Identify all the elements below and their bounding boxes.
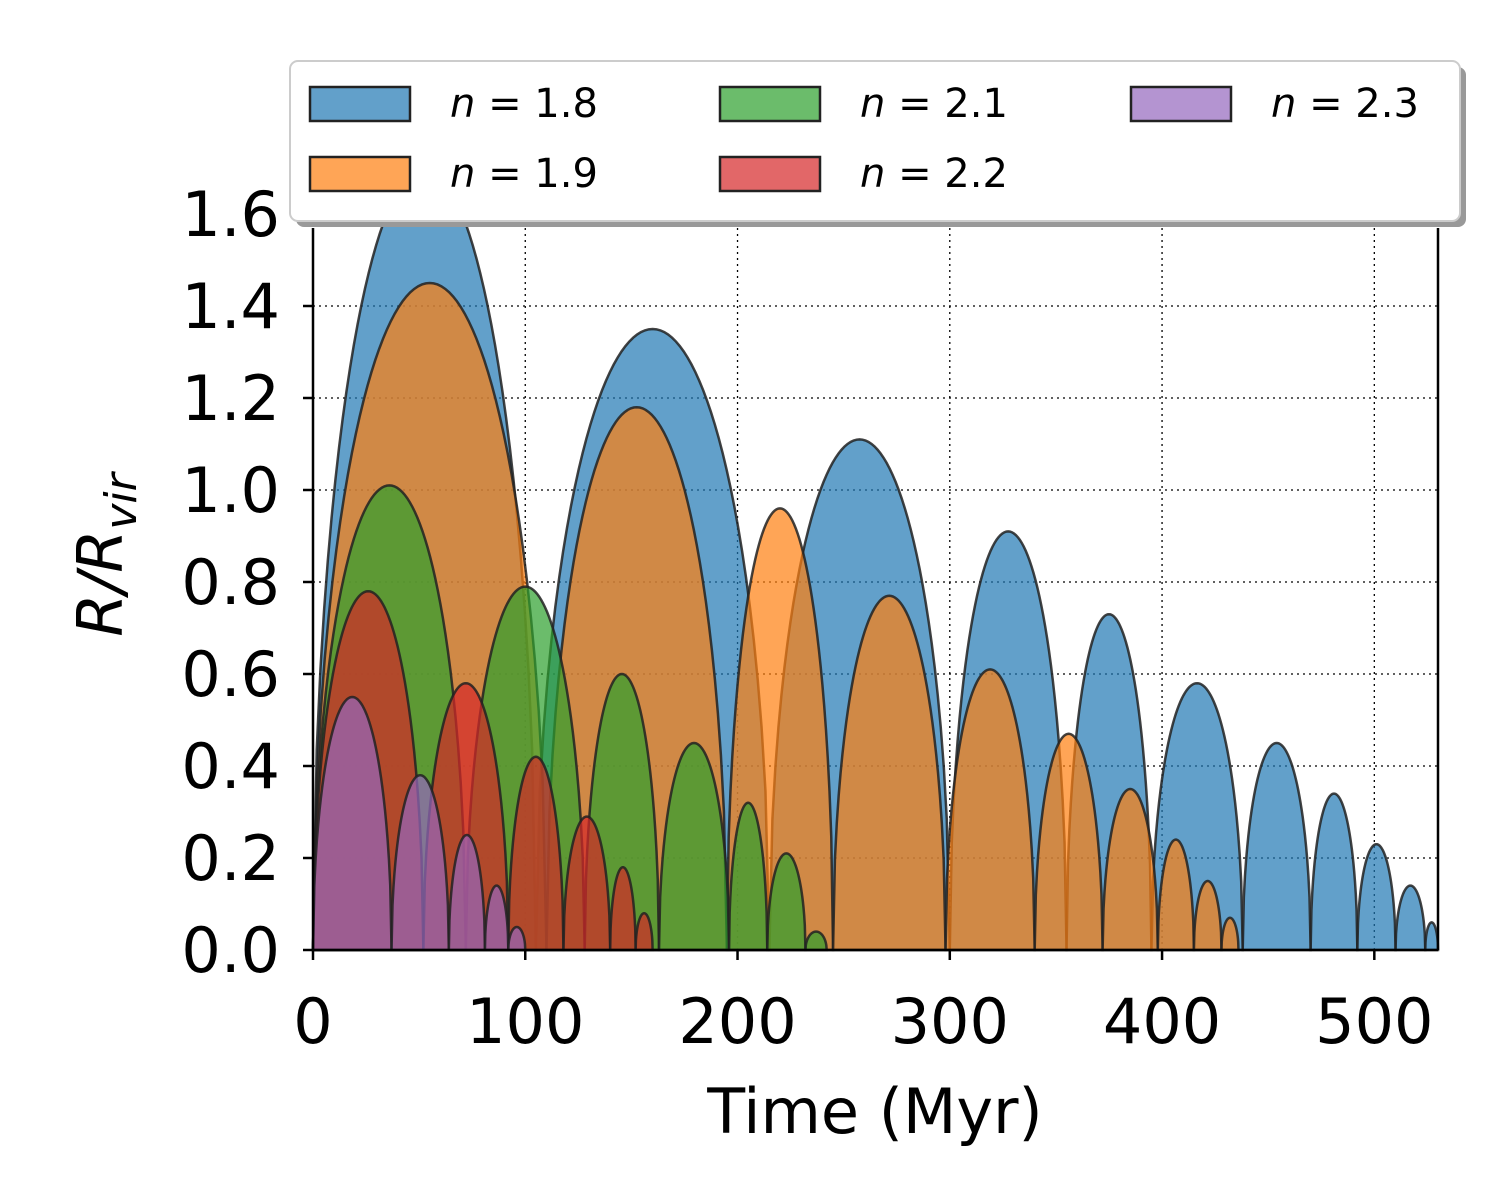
legend-item-1.8: n = 1.8 [308, 81, 598, 127]
arc-2.2-5 [634, 911, 654, 952]
arc-2.3-2 [447, 833, 487, 952]
y-tick-label: 1.4 [181, 270, 280, 343]
x-tick-label: 100 [466, 985, 584, 1058]
x-tick-label: 300 [891, 985, 1009, 1058]
arc-1.8-7 [1309, 792, 1359, 952]
legend-item-2.3: n = 2.3 [1129, 81, 1419, 127]
arc-1.9-9 [1220, 916, 1240, 952]
y-tick-label: 1.0 [181, 454, 280, 527]
y-tick-label: 0.6 [181, 638, 280, 711]
y-tick-label: 1.6 [181, 178, 280, 251]
x-tick-label: 500 [1315, 985, 1433, 1058]
x-tick-label: 200 [678, 985, 796, 1058]
legend: n = 1.8 n = 1.9 n = 2.1 n = 2.2 n = 2.3 [289, 60, 1466, 227]
arc-2.3-0 [311, 695, 393, 952]
arc-2.2-3 [562, 815, 612, 952]
legend-label: n = 2.3 [1271, 81, 1419, 127]
legend-swatch [718, 155, 822, 193]
y-ticks: 0.0 0.2 0.4 0.6 0.8 1.0 1.2 1.4 1.6 [181, 178, 313, 987]
legend-item-1.9: n = 1.9 [308, 151, 598, 197]
y-tick-label: 1.2 [181, 362, 280, 435]
arc-2.2-4 [608, 865, 637, 952]
legend-item-2.1: n = 2.1 [718, 81, 1008, 127]
arc-1.9-5 [1033, 732, 1104, 952]
arc-2.1-6 [804, 930, 829, 952]
legend-label: n = 2.1 [860, 81, 1008, 127]
arc-1.8-6 [1241, 741, 1312, 952]
x-tick-label: 400 [1103, 985, 1221, 1058]
legend-swatch [1129, 85, 1233, 123]
arc-1.9-7 [1156, 838, 1196, 952]
legend-label: n = 1.9 [450, 151, 598, 197]
legend-label: n = 2.2 [860, 151, 1008, 197]
series-2.3 [311, 695, 527, 952]
arc-1.8-10 [1423, 921, 1440, 952]
legend-swatch [308, 155, 412, 193]
y-axis-label: R/Rvir [64, 470, 147, 636]
arc-1.9-8 [1192, 879, 1223, 952]
legend-label: n = 1.8 [450, 81, 598, 127]
arc-1.9-3 [831, 594, 947, 952]
arc-1.9-6 [1101, 787, 1160, 952]
arc-2.3-3 [483, 884, 510, 952]
y-tick-label: 0.8 [181, 546, 280, 619]
arc-2.1-4 [727, 801, 769, 952]
axes [311, 228, 1440, 952]
x-tick-label: 0 [293, 985, 332, 1058]
y-tick-label: 0.0 [181, 914, 280, 987]
arc-2.3-1 [390, 773, 451, 952]
y-tick-label: 0.2 [181, 822, 280, 895]
arc-1.9-4 [944, 668, 1036, 952]
legend-swatch [718, 85, 822, 123]
arc-2.3-4 [506, 925, 527, 952]
legend-item-2.2: n = 2.2 [718, 151, 1008, 197]
series-areas [311, 166, 1440, 952]
arc-1.8-9 [1394, 884, 1427, 952]
legend-swatch [308, 85, 412, 123]
arc-2.1-3 [657, 741, 731, 952]
arc-2.1-5 [765, 852, 807, 952]
y-tick-label: 0.4 [181, 730, 280, 803]
arc-1.8-8 [1356, 842, 1397, 952]
x-ticks: 0 100 200 300 400 500 [293, 950, 1433, 1058]
arc-2.2-2 [507, 755, 565, 952]
x-axis-label: Time (Myr) [706, 1075, 1043, 1148]
